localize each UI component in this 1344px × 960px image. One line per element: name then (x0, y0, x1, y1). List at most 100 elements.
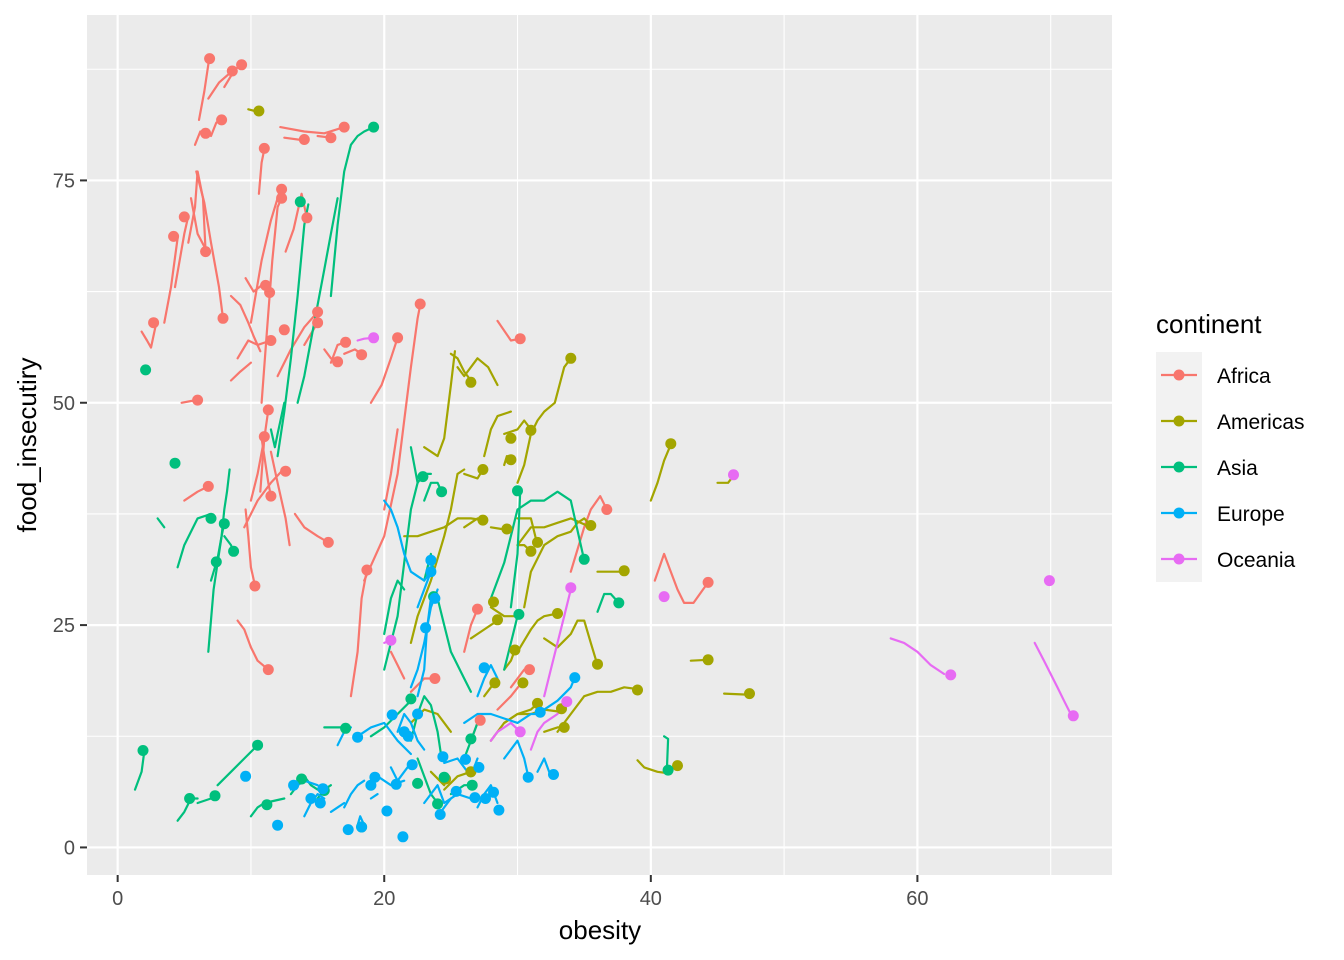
africa-trajectory-line (269, 450, 291, 547)
asia-point (252, 739, 264, 751)
africa-point (264, 287, 276, 298)
africa-point (202, 480, 214, 492)
asia-point (417, 471, 429, 483)
europe-point (425, 566, 437, 578)
asia-point (137, 745, 149, 756)
oceania-trajectory-line (543, 588, 572, 698)
europe-point (402, 730, 414, 742)
americas-trajectory-line (503, 419, 533, 435)
africa-point (392, 332, 404, 344)
americas-trajectory-line (556, 686, 639, 733)
major-gridlines (87, 15, 1112, 875)
africa-point (265, 335, 277, 346)
europe-point (473, 761, 485, 773)
europe-point (352, 731, 364, 743)
africa-point (258, 142, 270, 154)
asia-point (405, 693, 417, 705)
europe-point (437, 751, 449, 763)
americas-point (665, 438, 677, 450)
europe-point (317, 783, 329, 795)
y-axis-tick-labels: 0 25 50 75 (53, 170, 75, 859)
americas-point (632, 684, 643, 696)
europe-point (369, 771, 381, 783)
asia-point (169, 457, 181, 469)
africa-trajectory-line (229, 361, 252, 382)
legend-item-americas: Americas (1156, 398, 1305, 444)
legend-key-point (1173, 553, 1185, 565)
americas-point (552, 608, 563, 619)
africa-trajectory-line (260, 197, 283, 404)
africa-trajectory-line (236, 339, 272, 360)
africa-trajectory-line (244, 508, 256, 587)
legend-key-point (1173, 461, 1185, 473)
asia-trajectory-line (503, 615, 519, 671)
europe-point (522, 771, 534, 783)
asia-point (466, 779, 478, 791)
europe-point (272, 819, 284, 831)
y-tick-label: 75 (53, 170, 75, 192)
europe-point (386, 709, 398, 721)
africa-point (524, 664, 535, 676)
oceania-point (385, 634, 397, 646)
americas-trajectory-line (483, 410, 512, 458)
americas-point (585, 520, 597, 531)
americas-point (525, 424, 537, 436)
americas-point (465, 766, 477, 778)
americas-point (509, 644, 521, 656)
africa-point (276, 192, 288, 204)
legend-key-point (1173, 369, 1185, 381)
asia-point (228, 545, 240, 557)
africa-point (298, 134, 310, 145)
asia-trajectory-line (133, 750, 146, 791)
africa-point (429, 673, 441, 684)
africa-point (236, 59, 248, 71)
asia-trajectory-line (269, 401, 286, 449)
europe-trajectory-line (329, 801, 346, 814)
europe-point (406, 759, 418, 771)
europe-point (314, 797, 326, 809)
americas-point (702, 654, 714, 666)
asia-trajectory-line (662, 735, 670, 773)
americas-point (517, 677, 529, 689)
europe-point (480, 793, 491, 804)
americas-trajectory-line (456, 357, 499, 387)
oceania-point (561, 696, 573, 708)
africa-point (702, 576, 714, 588)
europe-point (240, 770, 252, 782)
americas-point (492, 614, 503, 626)
americas-point (558, 721, 570, 733)
americas-point (672, 760, 683, 772)
africa-trajectory-line (163, 237, 179, 324)
asia-point (613, 597, 625, 609)
oceania-point (945, 669, 957, 681)
x-tick-label: 40 (640, 888, 662, 910)
americas-point (253, 105, 265, 117)
africa-trajectory-line (363, 303, 422, 582)
y-tick-label: 0 (64, 837, 75, 859)
asia-point (209, 790, 221, 802)
africa-trajectory-line (260, 437, 272, 498)
europe-point (478, 662, 490, 674)
africa-point (168, 230, 180, 242)
europe-point (420, 622, 432, 634)
asia-trajectory-line (296, 197, 339, 404)
europe-point (342, 824, 354, 836)
africa-point (325, 132, 337, 144)
legend-item-europe: Europe (1156, 490, 1285, 536)
x-tick-label: 20 (373, 888, 395, 910)
americas-trajectory-line (403, 517, 484, 538)
minor-gridlines (87, 15, 1112, 875)
africa-point (249, 580, 261, 592)
americas-trajectory-line (489, 606, 519, 618)
africa-point (312, 306, 324, 318)
europe-trajectory-line (383, 499, 432, 582)
oceania-trajectory-line (889, 637, 946, 676)
plot-panel (87, 15, 1112, 875)
africa-trajectory-line (197, 54, 211, 122)
oceania-trajectory-line (1033, 641, 1072, 716)
africa-trajectory-line (187, 170, 207, 253)
americas-point (532, 536, 543, 548)
americas-point (489, 677, 501, 689)
asia-point (578, 553, 590, 565)
